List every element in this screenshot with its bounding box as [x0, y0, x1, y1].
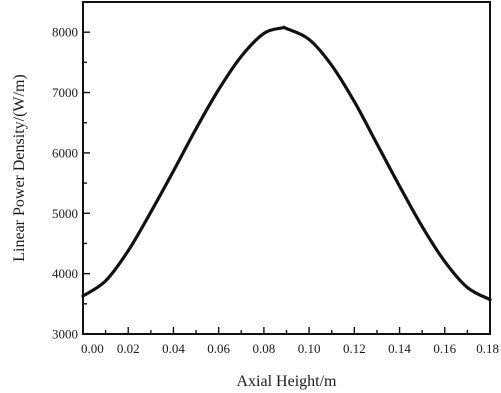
x-axis-label: Axial Height/m [237, 373, 338, 390]
x-axis-ticks: 0.00 0.02 0.04 0.06 0.08 0.10 0.12 0.14 0.16 0.18 [81, 327, 499, 356]
y-tick-label: 5000 [52, 206, 78, 221]
x-tick-label: 0.00 [81, 341, 104, 356]
x-tick-label: 0.02 [117, 341, 140, 356]
y-axis-ticks: 3000 4000 5000 6000 7000 8000 [52, 25, 90, 342]
x-tick-label: 0.16 [433, 341, 456, 356]
plot-frame [82, 1, 491, 335]
x-tick-label: 0.18 [476, 341, 499, 356]
x-tick-label: 0.08 [253, 341, 276, 356]
y-tick-label: 8000 [52, 25, 78, 40]
y-axis-label: Linear Power Density/(W/m) [11, 74, 28, 262]
x-tick-label: 0.06 [207, 341, 230, 356]
y-tick-label: 3000 [52, 327, 78, 342]
series-line [81, 25, 492, 302]
x-tick-label: 0.04 [162, 341, 185, 356]
x-tick-label: 0.12 [343, 341, 366, 356]
x-tick-label: 0.14 [388, 341, 411, 356]
y-tick-label: 7000 [52, 85, 78, 100]
y-tick-label: 4000 [52, 266, 78, 281]
x-tick-label: 0.10 [298, 341, 321, 356]
y-tick-label: 6000 [52, 145, 78, 160]
